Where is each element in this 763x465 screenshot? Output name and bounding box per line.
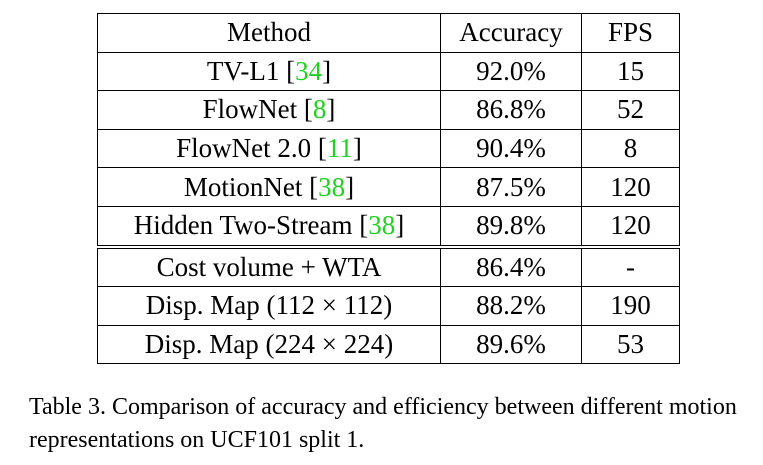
- method-name: FlowNet: [202, 94, 298, 125]
- fps-cell: -: [581, 246, 680, 288]
- fps-cell: 120: [581, 167, 680, 207]
- table-row: Hidden Two-Stream [38] 89.8% 120: [97, 206, 680, 249]
- method-name: FlowNet 2.0: [176, 133, 312, 164]
- method-name: Hidden Two-Stream: [133, 210, 353, 241]
- method-cell: TV-L1 [34]: [97, 52, 441, 92]
- method-cell: Disp. Map (112 × 112): [97, 286, 441, 326]
- fps-cell: 190: [581, 286, 680, 326]
- accuracy-cell: 86.8%: [440, 90, 582, 130]
- table-caption: Table 3. Comparison of accuracy and effi…: [29, 394, 737, 453]
- citation-link[interactable]: 11: [326, 133, 353, 164]
- method-cell: Disp. Map (224 × 224): [97, 325, 441, 365]
- header-fps: FPS: [581, 13, 680, 53]
- citation-link[interactable]: 34: [295, 55, 323, 86]
- accuracy-cell: 87.5%: [440, 167, 582, 207]
- fps-cell: 120: [581, 206, 680, 249]
- fps-cell: 53: [581, 325, 680, 365]
- header-method: Method: [97, 13, 441, 53]
- accuracy-cell: 89.6%: [440, 325, 582, 365]
- table-row: Cost volume + WTA 86.4% -: [97, 246, 680, 288]
- table-row: Disp. Map (224 × 224) 89.6% 53: [97, 325, 680, 365]
- method-cell: FlowNet [8]: [97, 90, 441, 130]
- method-name: TV-L1: [206, 55, 280, 86]
- citation-link[interactable]: 38: [368, 210, 396, 241]
- table-row: FlowNet 2.0 [11] 90.4% 8: [97, 129, 680, 169]
- table-row: Disp. Map (112 × 112) 88.2% 190: [97, 286, 680, 326]
- method-name: MotionNet: [183, 171, 303, 202]
- table-row: FlowNet [8] 86.8% 52: [97, 90, 680, 130]
- method-cell: Cost volume + WTA: [97, 246, 441, 288]
- method-cell: MotionNet [38]: [97, 167, 441, 207]
- accuracy-cell: 90.4%: [440, 129, 582, 169]
- header-accuracy: Accuracy: [440, 13, 582, 53]
- citation-link[interactable]: 8: [312, 94, 327, 125]
- method-cell: FlowNet 2.0 [11]: [97, 129, 441, 169]
- table-header-row: Method Accuracy FPS: [97, 13, 680, 53]
- table-row: MotionNet [38] 87.5% 120: [97, 167, 680, 207]
- accuracy-cell: 89.8%: [440, 206, 582, 249]
- table-row: TV-L1 [34] 92.0% 15: [97, 52, 680, 92]
- fps-cell: 52: [581, 90, 680, 130]
- accuracy-cell: 88.2%: [440, 286, 582, 326]
- citation-link[interactable]: 38: [318, 171, 346, 202]
- accuracy-cell: 86.4%: [440, 246, 582, 288]
- fps-cell: 15: [581, 52, 680, 92]
- accuracy-cell: 92.0%: [440, 52, 582, 92]
- results-table: Method Accuracy FPS TV-L1 [34] 92.0% 15 …: [97, 13, 680, 365]
- method-cell: Hidden Two-Stream [38]: [97, 206, 441, 249]
- fps-cell: 8: [581, 129, 680, 169]
